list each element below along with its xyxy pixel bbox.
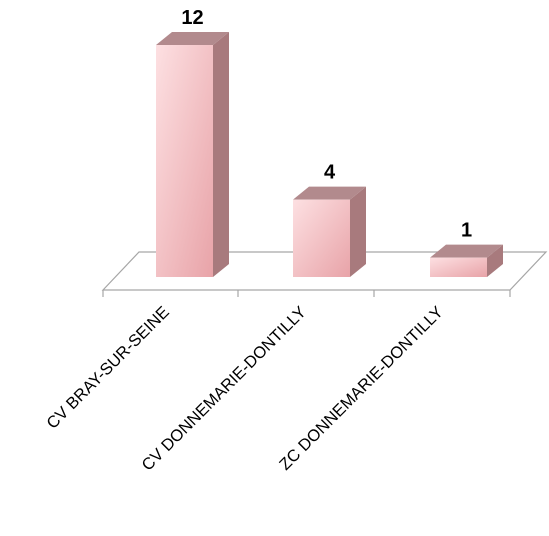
bar-top <box>430 244 503 258</box>
category-label: CV BRAY-SUR-SEINE <box>43 303 172 432</box>
category-label: CV DONNEMARIE-DONTILLY <box>138 303 309 474</box>
bar-side <box>213 32 229 277</box>
bar-front <box>293 199 350 277</box>
data-label: 12 <box>181 7 203 29</box>
category-label: ZC DONNEMARIE-DONTILLY <box>276 303 447 474</box>
bar-top <box>156 32 229 45</box>
bar <box>156 32 229 277</box>
bar <box>293 186 366 277</box>
data-label: 1 <box>461 220 472 242</box>
data-label: 4 <box>324 162 336 184</box>
bars-layer <box>156 32 503 277</box>
data-labels-layer: 12 4 1 <box>181 7 472 242</box>
bar-top <box>293 186 366 200</box>
bar-side <box>350 186 366 277</box>
bar <box>430 244 503 277</box>
bar-front <box>430 257 487 277</box>
bar-front <box>156 45 213 277</box>
bar-side <box>487 244 503 277</box>
